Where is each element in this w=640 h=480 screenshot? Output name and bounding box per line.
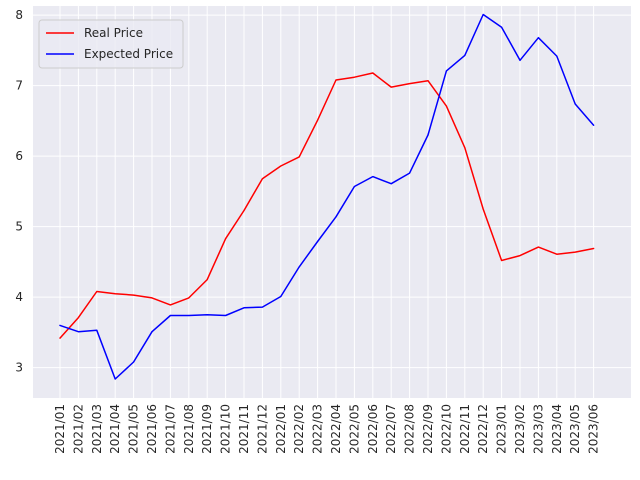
x-tick-label: 2021/02: [71, 404, 85, 454]
x-tick-label: 2022/08: [403, 404, 417, 454]
y-tick-label: 4: [15, 290, 23, 304]
x-tick-label: 2023/03: [531, 404, 545, 454]
x-tick-label: 2021/03: [90, 404, 104, 454]
series-line-real-price: [59, 72, 595, 339]
x-tick-label: 2021/09: [200, 404, 214, 454]
y-tick-label: 3: [15, 361, 23, 375]
x-tick-label: 2021/12: [255, 404, 269, 454]
x-tick-label: 2022/06: [366, 404, 380, 454]
x-tick-label: 2021/05: [127, 404, 141, 454]
y-tick-label: 6: [15, 149, 23, 163]
legend-label: Real Price: [84, 26, 143, 40]
x-tick-label: 2023/02: [513, 404, 527, 454]
plot-area: [33, 6, 631, 398]
series-layer: [59, 13, 595, 380]
x-tick-label: 2022/09: [421, 404, 435, 454]
x-tick-label: 2022/02: [292, 404, 306, 454]
legend-label: Expected Price: [84, 47, 173, 61]
x-tick-label: 2023/04: [550, 404, 564, 454]
x-tick-label: 2022/03: [311, 404, 325, 454]
x-axis-ticks: 2021/01 2021/02 2021/03 2021/04 2021/05 2021/…: [53, 404, 601, 454]
x-tick-label: 2022/07: [384, 404, 398, 454]
x-tick-label: 2021/06: [145, 404, 159, 454]
x-tick-label: 2021/04: [108, 404, 122, 454]
y-tick-label: 8: [15, 8, 23, 22]
gridlines: [33, 6, 631, 398]
legend-box: [38, 19, 184, 69]
x-tick-label: 2021/10: [219, 404, 233, 454]
x-tick-label: 2021/07: [163, 404, 177, 454]
x-tick-label: 2021/11: [237, 404, 251, 454]
x-tick-label: 2021/08: [182, 404, 196, 454]
x-tick-label: 2022/12: [476, 404, 490, 454]
x-tick-label: 2021/01: [53, 404, 67, 454]
y-tick-label: 5: [15, 220, 23, 234]
x-tick-label: 2022/04: [329, 404, 343, 454]
x-tick-label: 2023/01: [495, 404, 509, 454]
x-tick-label: 2022/05: [347, 404, 361, 454]
y-axis-ticks: 3 4 5 6 7 8: [15, 8, 23, 375]
x-tick-label: 2023/06: [587, 404, 601, 454]
x-tick-label: 2022/11: [458, 404, 472, 454]
x-tick-label: 2023/05: [568, 404, 582, 454]
legend: Real Price Expected Price: [38, 19, 184, 69]
x-tick-label: 2022/01: [274, 404, 288, 454]
series-line-expected-price: [59, 13, 595, 380]
y-tick-label: 7: [15, 79, 23, 93]
x-tick-label: 2022/10: [439, 404, 453, 454]
